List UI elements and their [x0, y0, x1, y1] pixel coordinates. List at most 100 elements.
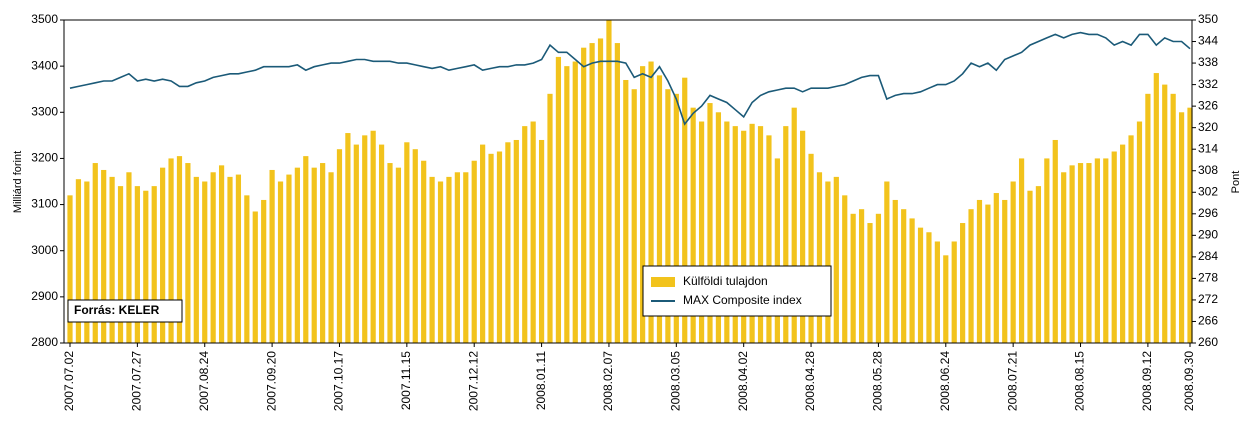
y2-tick-label: 314 — [1198, 141, 1218, 155]
bar — [538, 139, 545, 343]
bar — [522, 126, 528, 343]
bar — [842, 195, 848, 343]
legend-label: Külföldi tulajdon — [683, 274, 768, 288]
bar — [454, 172, 460, 343]
bar — [597, 38, 604, 343]
bar — [143, 190, 149, 343]
x-tick-label: 2008.07.21 — [1005, 351, 1019, 411]
y2-tick-label: 308 — [1198, 163, 1218, 177]
bar — [901, 209, 907, 343]
bar — [875, 213, 882, 343]
bar — [244, 195, 250, 343]
y-tick-label: 3000 — [31, 243, 58, 257]
bar — [648, 61, 654, 344]
y2-tick-label: 266 — [1198, 314, 1218, 328]
bar — [320, 163, 326, 343]
bar — [867, 223, 873, 343]
bar — [303, 156, 309, 343]
bar — [75, 179, 82, 343]
bar — [858, 209, 865, 343]
bar — [463, 172, 469, 343]
bar — [1010, 181, 1016, 343]
bar — [496, 151, 503, 343]
y2-tick-label: 320 — [1198, 120, 1218, 134]
bar — [1094, 158, 1100, 343]
x-tick-label: 2007.09.20 — [264, 351, 278, 411]
bar — [437, 181, 444, 343]
source-label: Forrás: KELER — [74, 303, 160, 317]
bar — [892, 199, 898, 343]
bar — [581, 47, 587, 343]
bar — [993, 193, 999, 343]
bar — [1077, 163, 1084, 343]
bar — [909, 218, 915, 343]
legend-swatch — [651, 277, 675, 287]
x-tick-label: 2008.08.15 — [1073, 351, 1087, 411]
bar — [724, 121, 730, 343]
y-tick-label: 3500 — [31, 12, 58, 26]
bar — [1103, 158, 1109, 343]
y-axis-label: Milliárd forint — [12, 151, 24, 213]
bar — [665, 89, 671, 343]
x-tick-label: 2007.11.15 — [399, 351, 413, 410]
bar — [934, 241, 940, 343]
bar — [1111, 151, 1117, 343]
bar — [1044, 158, 1050, 343]
x-tick-label: 2008.09.30 — [1182, 351, 1196, 411]
x-tick-label: 2008.06.24 — [938, 351, 952, 411]
bar — [269, 169, 275, 343]
bar — [336, 149, 343, 343]
bar — [1153, 73, 1159, 344]
bar — [572, 61, 578, 344]
bar — [732, 126, 738, 343]
bar — [126, 172, 132, 343]
bar — [926, 232, 932, 343]
bar — [715, 112, 722, 344]
bar — [109, 176, 115, 343]
bar — [193, 176, 199, 343]
x-tick-label: 2007.07.02 — [62, 351, 76, 411]
y2-tick-label: 302 — [1198, 184, 1218, 198]
bar — [286, 174, 292, 343]
x-tick-label: 2007.10.17 — [332, 351, 346, 411]
bar — [800, 130, 806, 343]
bar — [968, 209, 974, 343]
bar — [404, 142, 410, 343]
bar — [1162, 84, 1168, 343]
bar — [757, 126, 764, 343]
bar — [513, 139, 519, 343]
bar — [1069, 165, 1075, 343]
bar — [421, 160, 427, 343]
bar — [429, 176, 435, 343]
bar — [101, 169, 107, 343]
x-tick-label: 2007.07.27 — [130, 351, 144, 411]
y-tick-label: 3200 — [31, 151, 58, 165]
bar — [1052, 139, 1058, 343]
bar — [884, 181, 890, 343]
source-box — [67, 299, 183, 323]
bar — [606, 20, 612, 343]
bar — [328, 172, 334, 343]
bar — [362, 135, 368, 343]
bar — [825, 181, 831, 343]
bar — [412, 149, 418, 343]
x-tick-label: 2008.03.05 — [668, 351, 682, 411]
bar — [277, 181, 284, 343]
bar — [505, 142, 511, 343]
x-tick-label: 2008.04.02 — [736, 351, 750, 411]
bar — [210, 172, 216, 343]
x-tick-label: 2008.01.11 — [534, 351, 548, 410]
legend-box — [642, 265, 832, 317]
bar — [547, 93, 553, 343]
bar — [623, 79, 629, 343]
bar — [378, 144, 385, 343]
bar — [985, 204, 991, 343]
bar — [1061, 172, 1067, 343]
bar — [766, 135, 772, 343]
bar — [252, 211, 258, 343]
bar — [480, 144, 486, 343]
x-tick-label: 2008.09.12 — [1140, 351, 1154, 411]
bar — [690, 107, 696, 344]
bar — [134, 186, 140, 343]
